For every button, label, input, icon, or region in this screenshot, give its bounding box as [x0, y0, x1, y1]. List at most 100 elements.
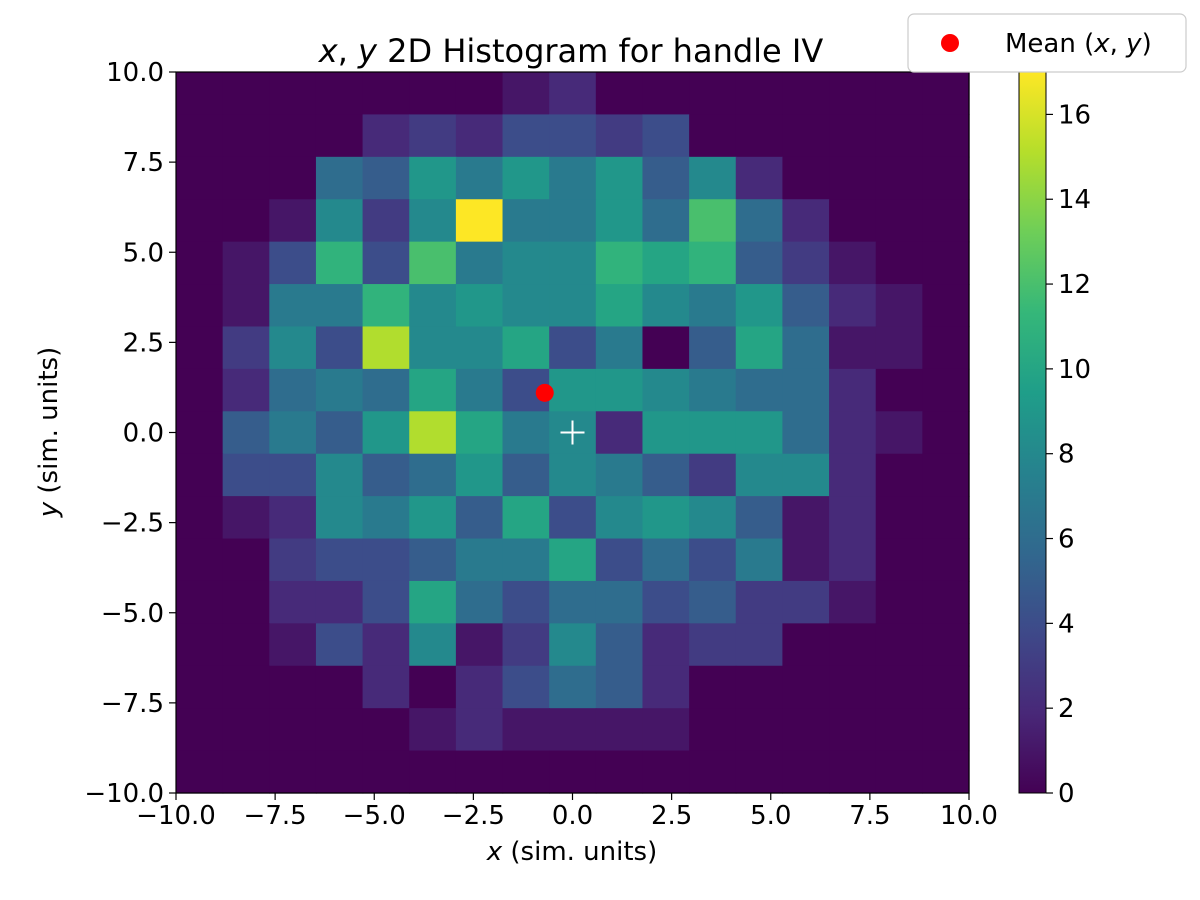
heatmap-cells	[176, 72, 970, 794]
heatmap-cell	[269, 411, 317, 455]
heatmap-cell	[455, 199, 504, 243]
heatmap-cell	[502, 114, 550, 158]
heatmap-cell	[875, 665, 923, 709]
heatmap-cell	[362, 326, 410, 370]
heatmap-cell	[642, 368, 690, 412]
heatmap-cell	[689, 72, 737, 116]
heatmap-cell	[689, 665, 737, 709]
heatmap-cell	[502, 326, 550, 370]
heatmap-cell	[922, 72, 970, 116]
heatmap-cell	[689, 156, 737, 200]
heatmap-cell	[735, 708, 784, 752]
heatmap-cell	[735, 72, 784, 116]
heatmap-cell	[502, 241, 550, 285]
heatmap-cell	[735, 241, 784, 285]
heatmap-cell	[409, 580, 457, 624]
heatmap-cell	[222, 750, 270, 794]
heatmap-cell	[176, 750, 224, 794]
heatmap-cell	[922, 156, 970, 200]
heatmap-cell	[222, 623, 270, 667]
heatmap-cell	[315, 453, 364, 497]
legend: Mean (x, y)	[907, 13, 1187, 73]
x-tick-label: 10.0	[940, 801, 998, 831]
x-tick-label: −2.5	[442, 801, 505, 831]
heatmap-cell	[269, 453, 317, 497]
y-tick-label: −7.5	[101, 689, 164, 719]
heatmap-cell	[409, 72, 457, 116]
heatmap-cell	[642, 580, 690, 624]
heatmap-cell	[829, 750, 877, 794]
heatmap-cell	[362, 284, 410, 328]
heatmap-cell	[642, 623, 690, 667]
y-tick-label: 0.0	[123, 419, 164, 449]
heatmap-cell	[455, 708, 504, 752]
heatmap-cell	[922, 411, 970, 455]
heatmap-cell	[829, 623, 877, 667]
heatmap-cell	[315, 496, 364, 540]
heatmap-cell	[455, 368, 504, 412]
heatmap-cell	[595, 665, 644, 709]
heatmap-cell	[502, 199, 550, 243]
heatmap-cell	[875, 708, 923, 752]
heatmap-cell	[455, 241, 504, 285]
x-axis-ticks: −10.0 −7.5 −5.0 −2.5 0.0 2.5 5.0 7.5 10.0	[136, 793, 998, 831]
heatmap-cell	[455, 411, 504, 455]
heatmap-cell	[362, 708, 410, 752]
heatmap-cell	[315, 538, 364, 582]
heatmap-cell	[549, 284, 597, 328]
heatmap-cell	[642, 665, 690, 709]
heatmap-cell	[829, 368, 877, 412]
heatmap-cell	[875, 623, 923, 667]
heatmap-cell	[362, 368, 410, 412]
heatmap-cell	[689, 453, 737, 497]
heatmap-cell	[829, 580, 877, 624]
heatmap-cell	[362, 453, 410, 497]
heatmap-cell	[269, 538, 317, 582]
heatmap-cell	[455, 114, 504, 158]
heatmap-cell	[502, 72, 550, 116]
heatmap-cell	[689, 326, 737, 370]
heatmap-cell	[176, 538, 224, 582]
heatmap-cell	[735, 750, 784, 794]
heatmap-cell	[409, 708, 457, 752]
point-markers	[535, 383, 585, 445]
heatmap-cell	[315, 580, 364, 624]
heatmap-cell	[549, 708, 597, 752]
heatmap-cell	[642, 708, 690, 752]
heatmap-cell	[455, 156, 504, 200]
heatmap-cell	[176, 623, 224, 667]
heatmap-cell	[595, 199, 644, 243]
heatmap-cell	[782, 241, 830, 285]
heatmap-cell	[642, 750, 690, 794]
heatmap-cell	[595, 580, 644, 624]
heatmap-cell	[176, 411, 224, 455]
heatmap-cell	[315, 665, 364, 709]
heatmap-cell	[829, 326, 877, 370]
heatmap-cell	[315, 241, 364, 285]
heatmap-cell	[595, 156, 644, 200]
colorbar-tick-label: 6	[1058, 525, 1075, 555]
heatmap-cell	[922, 623, 970, 667]
heatmap-cell	[409, 665, 457, 709]
x-tick-label: 7.5	[849, 801, 890, 831]
heatmap-cell	[782, 453, 830, 497]
heatmap-cell	[176, 326, 224, 370]
heatmap-cell	[735, 496, 784, 540]
heatmap-cell	[222, 199, 270, 243]
heatmap-cell	[782, 496, 830, 540]
heatmap-cell	[315, 708, 364, 752]
heatmap-cell	[315, 284, 364, 328]
heatmap-cell	[176, 580, 224, 624]
heatmap-cell	[595, 496, 644, 540]
heatmap-cell	[315, 72, 364, 116]
heatmap-cell	[782, 114, 830, 158]
colorbar-tick-label: 0	[1058, 779, 1075, 809]
heatmap-cell	[409, 368, 457, 412]
heatmap-cell	[829, 284, 877, 328]
heatmap-cell	[689, 496, 737, 540]
colorbar-tick-label: 14	[1058, 185, 1091, 215]
heatmap-cell	[549, 580, 597, 624]
heatmap-cell	[922, 326, 970, 370]
legend-mean-label: Mean (x, y)	[1005, 29, 1152, 59]
heatmap-cell	[176, 72, 224, 116]
